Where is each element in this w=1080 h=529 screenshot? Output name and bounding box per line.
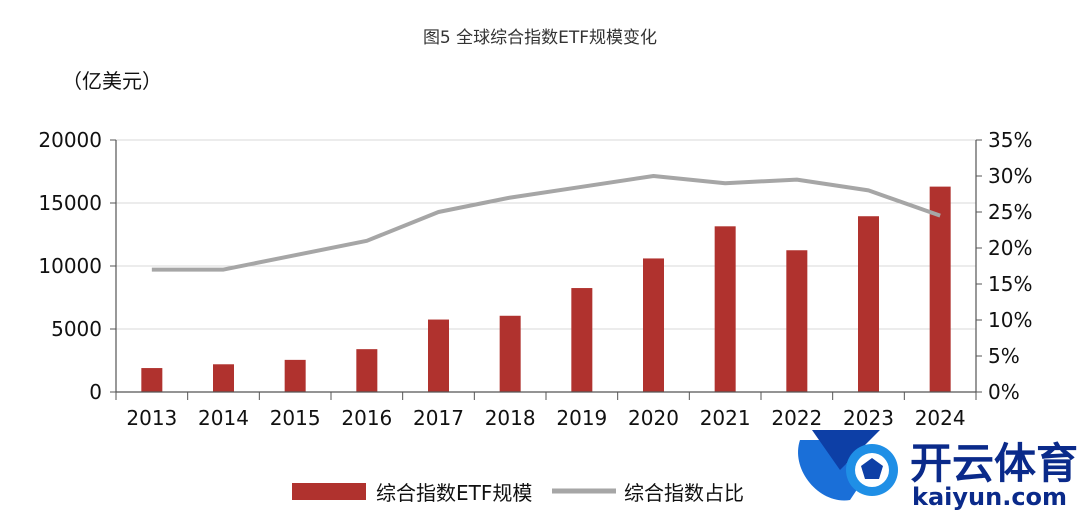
right-tick-label: 10%	[988, 308, 1032, 332]
x-tick-label: 2018	[485, 406, 536, 430]
bar	[428, 319, 449, 392]
x-tick-label: 2014	[198, 406, 249, 430]
watermark-brand-cn: 开云体育	[910, 439, 1078, 488]
line-series	[151, 174, 941, 272]
watermark-logo: 开云体育 kaiyun.com	[798, 430, 1078, 511]
right-axis-ticks: 0% 5% 10% 15% 20% 25% 30% 35%	[988, 128, 1032, 404]
x-tick-label: 2016	[341, 406, 392, 430]
bar	[643, 258, 664, 392]
x-tick-label: 2022	[771, 406, 822, 430]
bar	[141, 368, 163, 392]
bar-series	[141, 186, 951, 392]
bar	[858, 216, 879, 392]
x-tick-label: 2013	[126, 406, 177, 430]
right-tick-label: 15%	[988, 272, 1032, 296]
bar	[499, 315, 521, 392]
y-axis-unit-label: （亿美元）	[62, 69, 162, 93]
x-tick-label: 2021	[700, 406, 751, 430]
watermark-brand-en: kaiyun.com	[912, 483, 1067, 511]
x-tick-label: 2015	[270, 406, 321, 430]
right-tick-label: 35%	[988, 128, 1032, 152]
legend-label-line: 综合指数占比	[624, 481, 744, 505]
right-tick-label: 25%	[988, 200, 1032, 224]
right-tick-label: 0%	[988, 380, 1020, 404]
bar	[714, 226, 736, 392]
series-line	[151, 174, 941, 272]
kaiyun-logo-icon	[798, 430, 898, 501]
legend-label-bar: 综合指数ETF规模	[376, 481, 532, 505]
bar	[929, 186, 951, 392]
bar	[786, 250, 808, 392]
right-tick-label: 5%	[988, 344, 1020, 368]
legend-swatch-bar	[292, 483, 366, 500]
legend: 综合指数ETF规模 综合指数占比	[292, 481, 744, 505]
x-axis-ticks: 2013 2014 2015 2016 2017 2018 2019 2020 2021 2022…	[126, 406, 965, 430]
x-tick-label: 2017	[413, 406, 464, 430]
bar	[284, 359, 306, 392]
left-tick-label: 0	[89, 380, 102, 404]
chart-title: 图5 全球综合指数ETF规模变化	[423, 28, 657, 48]
bar	[571, 288, 593, 392]
left-tick-label: 10000	[38, 254, 102, 278]
left-axis-ticks: 0 5000 10000 15000 20000	[38, 128, 102, 404]
axes	[110, 139, 982, 400]
bar	[213, 364, 234, 392]
x-tick-label: 2019	[556, 406, 607, 430]
x-tick-label: 2020	[628, 406, 679, 430]
gridlines	[116, 139, 976, 330]
bar	[356, 349, 378, 392]
x-tick-label: 2023	[843, 406, 894, 430]
left-tick-label: 15000	[38, 191, 102, 215]
x-tick-label: 2024	[915, 406, 966, 430]
left-tick-label: 5000	[51, 317, 102, 341]
right-tick-label: 30%	[988, 164, 1032, 188]
right-tick-label: 20%	[988, 236, 1032, 260]
left-tick-label: 20000	[38, 128, 102, 152]
